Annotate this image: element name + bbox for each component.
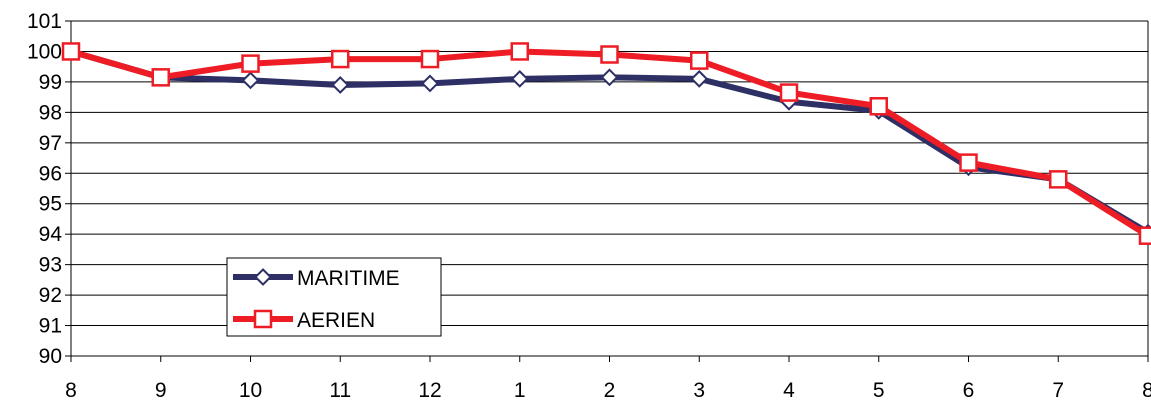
y-tick-label: 93 [39,254,62,277]
x-tick-label: 9 [155,379,167,402]
data-point-marker [61,42,81,61]
data-point-marker [241,71,260,90]
legend-label: AERIEN [297,309,375,332]
x-tick-label: 8 [1142,379,1151,402]
legend-item-aerien: AERIEN [233,309,375,332]
x-tick-label: 5 [873,379,885,402]
y-tick-label: 101 [27,10,62,33]
x-tick-label: 1 [514,379,526,402]
x-tick-label: 2 [604,379,616,402]
x-tick-label: 3 [693,379,705,402]
y-tick-label: 91 [39,315,62,338]
x-tick-label: 7 [1052,379,1064,402]
data-point-marker [690,51,709,70]
series-maritime [62,42,1151,242]
data-point-marker [151,68,170,87]
y-tick-label: 97 [39,132,62,155]
y-tick-label: 92 [39,284,62,307]
y-tick-label: 95 [39,193,62,216]
x-tick-label: 4 [783,379,795,402]
data-point-marker [331,76,350,94]
data-point-marker [510,42,529,61]
y-tick-label: 96 [39,162,62,185]
y-tick-label: 90 [39,345,62,368]
data-point-marker [869,97,888,116]
legend: MARITIME AERIEN [226,257,442,337]
data-point-marker [1049,170,1068,189]
legend-marker [254,268,272,286]
data-point-marker [959,153,978,172]
data-point-marker [241,54,260,73]
data-point-marker [420,49,440,69]
x-tick-labels: 8 9 10 11 12 1 2 3 4 5 6 7 8 [65,379,1151,402]
y-tick-labels: 90 91 92 93 94 95 96 97 98 99 100 101 [27,10,62,368]
data-point-marker [510,69,529,88]
data-point-marker [1138,226,1151,245]
x-tick-label: 10 [239,379,262,402]
data-point-marker [779,83,799,102]
y-tick-label: 100 [27,40,62,63]
data-point-marker [331,49,350,69]
legend-item-maritime: MARITIME [233,267,400,290]
x-tick-label: 12 [418,379,441,402]
x-tick-label: 11 [329,379,351,402]
data-point-marker [690,69,709,88]
x-tick-label: 6 [963,379,975,402]
y-tick-label: 94 [39,223,63,246]
data-point-marker [421,74,439,93]
series-lines [61,42,1151,245]
data-point-marker [600,45,619,64]
y-tick-label: 99 [39,71,62,94]
data-point-marker [600,68,619,87]
legend-label: MARITIME [297,267,400,290]
x-tick-label: 8 [65,379,77,402]
legend-marker [253,309,273,329]
series-aerien [61,42,1151,245]
y-tick-label: 98 [39,101,62,124]
